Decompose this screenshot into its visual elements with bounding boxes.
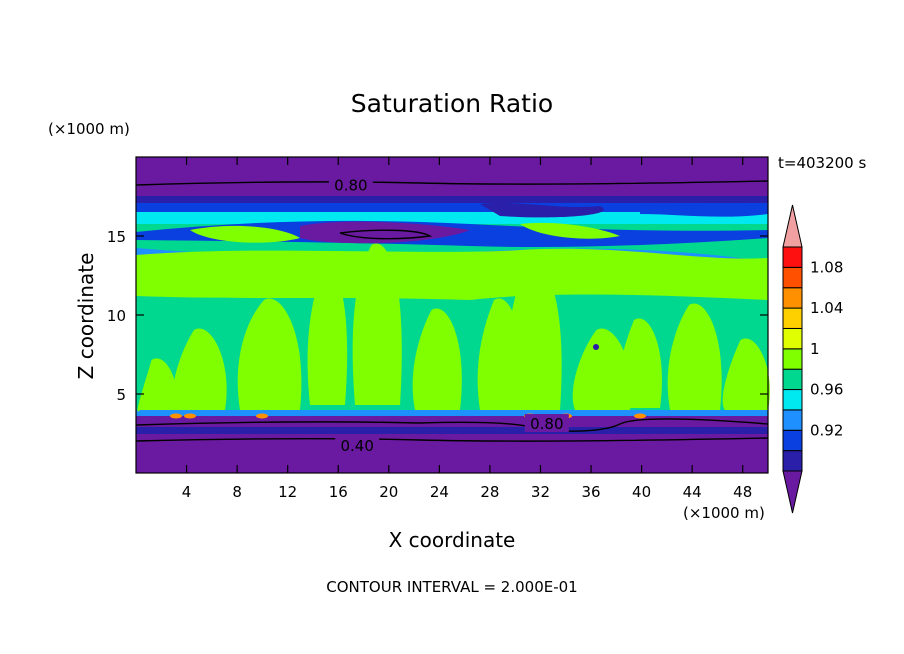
colorbar-segment-2 <box>782 450 803 472</box>
upper-green-blob <box>190 225 300 243</box>
x-tick-label-4: 4 <box>182 483 192 501</box>
x-tick-label-8: 8 <box>232 483 242 501</box>
colorbar-segment-1 <box>782 470 803 514</box>
cloud-plume-4 <box>307 268 348 405</box>
x-tick-label-48: 48 <box>733 483 752 501</box>
cloud-plume-10 <box>617 318 662 408</box>
cloud-plume-9 <box>572 328 632 410</box>
warm-spot-1 <box>170 413 182 419</box>
colorbar-segment-7 <box>782 348 803 370</box>
contour-line-upper <box>135 180 769 186</box>
lower-layer-band-light <box>136 410 768 416</box>
contour-label-3: 0.40 <box>340 437 373 455</box>
cloud-plume-6 <box>412 308 462 410</box>
y-tick-label-5: 5 <box>116 386 126 404</box>
colorbar-label-4: 1.04 <box>810 299 843 317</box>
contour-label-bg-2 <box>524 414 569 433</box>
colorbar-segment-9 <box>782 307 803 329</box>
contour-label-1: 0.80 <box>334 176 367 194</box>
colorbar-segment-4 <box>782 409 803 431</box>
contour-label-bg-1 <box>328 175 373 194</box>
colorbar: 0.92 0.96 1 1.04 1.08 <box>782 204 843 514</box>
dark-spot <box>593 344 599 350</box>
colorbar-segment-3 <box>782 429 803 452</box>
upper-purple-core <box>300 221 470 244</box>
y-tick-label-10: 10 <box>107 307 126 325</box>
contour-label-bg-3 <box>335 436 380 455</box>
colorbar-label-2: 0.96 <box>810 381 843 399</box>
x-tick-label-28: 28 <box>480 483 499 501</box>
lower-layer-band-dark <box>136 427 768 434</box>
contour-label-2: 0.80 <box>530 415 563 433</box>
colorbar-segment-10 <box>782 287 803 309</box>
upper-green-blob-2 <box>520 222 620 239</box>
x-tick-label-20: 20 <box>379 483 398 501</box>
x-tick-label-24: 24 <box>430 483 449 501</box>
x-unit-label: (×1000 m) <box>683 504 765 522</box>
y-tick-label-15: 15 <box>107 228 126 246</box>
contour-interval-footer: CONTOUR INTERVAL = 2.000E-01 <box>326 578 577 596</box>
x-tick-label-44: 44 <box>683 483 702 501</box>
cloud-plume-12 <box>722 338 770 410</box>
cloud-plume-1 <box>137 358 178 412</box>
chart-title: Saturation Ratio <box>351 89 553 118</box>
colorbar-segment-8 <box>782 327 803 350</box>
y-axis: 5 10 15 <box>107 228 768 404</box>
cloud-plume-8 <box>507 263 562 410</box>
x-tick-label-40: 40 <box>632 483 651 501</box>
contour-line-core <box>339 229 433 240</box>
colorbar-label-5: 1.08 <box>810 258 843 276</box>
contour-field <box>135 156 770 474</box>
y-axis-label: Z coordinate <box>74 253 98 380</box>
upper-green-layer <box>136 248 768 300</box>
upper-dark-blob <box>480 203 604 218</box>
colorbar-segment-12 <box>782 246 803 268</box>
cloud-plume-2 <box>172 328 227 410</box>
warm-spot-6 <box>634 413 646 419</box>
y-unit-label: (×1000 m) <box>48 120 130 138</box>
warm-spot-3 <box>256 413 268 419</box>
cloud-plume-3 <box>237 298 302 410</box>
x-axis-label: X coordinate <box>389 528 516 552</box>
colorbar-segment-5 <box>782 389 803 411</box>
upper-layer-band-dark <box>136 196 768 203</box>
x-tick-label-16: 16 <box>329 483 348 501</box>
x-tick-label-32: 32 <box>531 483 550 501</box>
colorbar-label-3: 1 <box>810 340 820 358</box>
cloud-plume-11 <box>667 303 722 410</box>
lower-layer-band <box>136 410 768 473</box>
upper-blue-blob <box>640 204 768 217</box>
warm-spot-2 <box>184 413 196 419</box>
contour-labels: 0.80 0.80 0.40 <box>328 175 569 455</box>
colorbar-label-1: 0.92 <box>810 421 843 439</box>
upper-layer-band-blue <box>136 203 768 212</box>
time-label: t=403200 s <box>778 154 866 172</box>
contour-line-lower-2 <box>135 437 769 442</box>
upper-layer-band <box>136 157 768 196</box>
colorbar-segment-13 <box>782 204 803 248</box>
colorbar-segment-11 <box>782 266 803 289</box>
x-axis: 4 8 12 16 20 24 28 32 36 40 44 48 <box>182 157 752 501</box>
x-tick-label-36: 36 <box>581 483 600 501</box>
x-tick-label-12: 12 <box>278 483 297 501</box>
colorbar-segment-6 <box>782 368 803 391</box>
upper-layer-band-cyan <box>136 212 768 224</box>
